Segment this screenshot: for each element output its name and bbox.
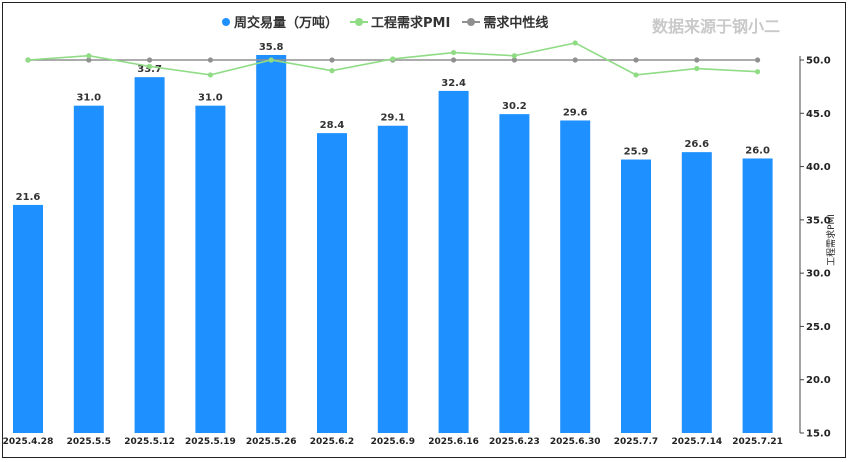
bar-value-label: 28.4	[320, 120, 345, 131]
right-axis-title: 工程需求PMI	[825, 214, 837, 266]
bar[interactable]	[681, 152, 712, 434]
legend-label: 工程需求PMI	[371, 16, 451, 31]
bar-value-label: 26.6	[684, 139, 709, 150]
neutral-point[interactable]	[755, 57, 761, 63]
right-axis-tick-label: 15.0	[806, 429, 831, 440]
bar-value-label: 21.6	[16, 192, 41, 203]
bar[interactable]	[13, 204, 43, 433]
neutral-point[interactable]	[147, 57, 153, 63]
pmi-point[interactable]	[572, 40, 578, 46]
pmi-point[interactable]	[25, 57, 31, 63]
neutral-point[interactable]	[329, 57, 335, 63]
bar[interactable]	[256, 55, 287, 433]
right-axis-tick-label: 35.0	[806, 215, 831, 226]
data-source-label: 数据来源于钢小二	[652, 17, 781, 36]
x-tick-label: 2025.5.26	[246, 437, 297, 447]
x-tick-label: 2025.4.28	[3, 437, 54, 447]
right-axis-tick-label: 40.0	[806, 162, 831, 173]
x-tick-label: 2025.5.19	[185, 437, 236, 447]
pmi-point[interactable]	[329, 68, 335, 74]
bar[interactable]	[317, 133, 347, 433]
legend-item-pmi[interactable]: 工程需求PMI	[350, 12, 450, 31]
pmi-point[interactable]	[511, 53, 517, 59]
neutral-point[interactable]	[511, 57, 517, 63]
bar[interactable]	[73, 105, 104, 433]
x-tick-label: 2025.6.16	[428, 437, 479, 447]
legend-label: 周交易量（万吨）	[234, 16, 339, 31]
neutral-point[interactable]	[572, 57, 578, 63]
neutral-point[interactable]	[633, 57, 639, 63]
chart-legend: 周交易量（万吨） 工程需求PMI 需求中性线	[222, 12, 560, 31]
x-tick-label: 2025.7.14	[671, 437, 722, 447]
legend-item-volume[interactable]: 周交易量（万吨）	[222, 12, 338, 31]
bar-value-label: 35.8	[259, 42, 284, 53]
bar[interactable]	[499, 114, 530, 434]
neutral-point[interactable]	[451, 57, 457, 63]
legend-line-marker	[350, 17, 369, 27]
x-tick-label: 2025.6.2	[310, 437, 354, 447]
neutral-point[interactable]	[86, 57, 92, 63]
pmi-point[interactable]	[694, 65, 700, 72]
x-tick-label: 2025.6.9	[371, 437, 415, 447]
legend-label: 需求中性线	[483, 16, 549, 31]
x-tick-label: 2025.6.30	[550, 437, 601, 447]
pmi-point[interactable]	[86, 53, 92, 59]
bar[interactable]	[742, 158, 773, 433]
bar-value-label: 30.2	[502, 101, 527, 112]
pmi-point[interactable]	[390, 56, 396, 62]
pmi-point[interactable]	[268, 57, 274, 63]
bar-value-label: 31.0	[76, 93, 101, 104]
bar[interactable]	[377, 125, 408, 434]
pmi-point[interactable]	[451, 49, 457, 56]
pmi-point[interactable]	[755, 69, 761, 75]
x-tick-label: 2025.7.21	[732, 437, 783, 447]
legend-item-neutral[interactable]: 需求中性线	[462, 12, 548, 31]
bar-value-label: 32.4	[441, 78, 466, 89]
right-axis-tick-label: 30.0	[806, 269, 831, 280]
x-tick-label: 2025.5.12	[124, 437, 175, 447]
bar-value-label: 31.0	[198, 93, 223, 104]
neutral-point[interactable]	[694, 57, 700, 63]
pmi-point[interactable]	[633, 72, 639, 78]
legend-bar-marker	[222, 17, 230, 26]
bar-value-label: 29.1	[380, 113, 405, 124]
legend-line-marker	[462, 17, 481, 27]
right-axis-tick-label: 25.0	[806, 322, 831, 333]
bar[interactable]	[195, 105, 226, 433]
bar[interactable]	[134, 77, 165, 433]
bar[interactable]	[560, 120, 591, 433]
right-axis-tick-label: 45.0	[806, 109, 831, 120]
bar-value-label: 26.0	[745, 145, 770, 156]
right-axis-tick-label: 50.0	[806, 56, 831, 67]
x-tick-label: 2025.7.7	[614, 437, 658, 447]
x-tick-label: 2025.6.23	[489, 437, 540, 447]
pmi-point[interactable]	[207, 72, 213, 78]
x-tick-label: 2025.5.5	[67, 437, 111, 447]
bar[interactable]	[438, 90, 469, 433]
bar-value-label: 29.6	[563, 107, 588, 118]
bar[interactable]	[621, 159, 651, 433]
pmi-point[interactable]	[147, 63, 153, 69]
right-axis-tick-label: 20.0	[806, 375, 831, 386]
bar-value-label: 33.7	[137, 64, 162, 75]
bar-value-label: 25.9	[624, 147, 649, 158]
neutral-point[interactable]	[207, 57, 213, 63]
